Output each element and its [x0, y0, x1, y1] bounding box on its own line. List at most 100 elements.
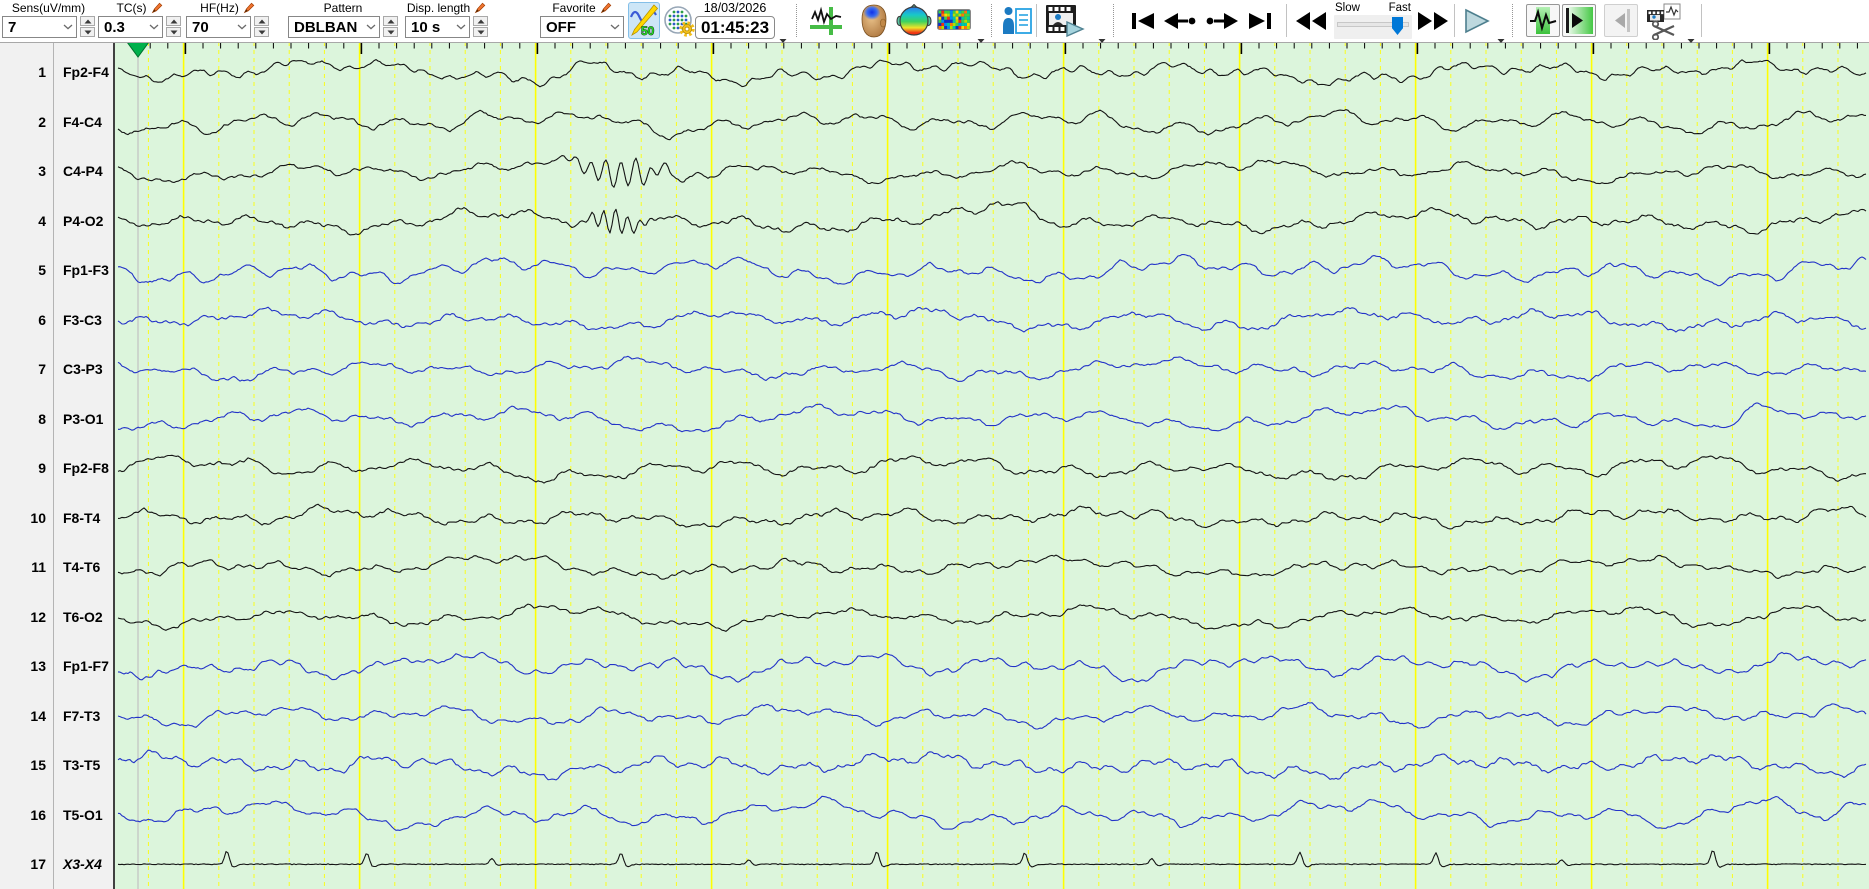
speed-slider-thumb[interactable] — [1392, 17, 1403, 35]
edit-pencil-icon[interactable] — [599, 2, 612, 15]
toolbar-separator — [991, 4, 992, 37]
group-expander-chevron[interactable] — [779, 31, 787, 49]
speed-slider: Slow Fast — [1334, 2, 1412, 39]
spin-down-button[interactable] — [383, 27, 398, 37]
channel-row-F4-C4[interactable]: 2 F4-C4 — [0, 112, 113, 132]
play-mode-button[interactable] — [1562, 4, 1596, 37]
channel-label: P4-O2 — [63, 212, 104, 229]
disp-length-group: Disp. length 10 s — [405, 1, 488, 38]
channel-row-F3-C3[interactable]: 6 F3-C3 — [0, 310, 113, 330]
channel-row-P4-O2[interactable]: 4 P4-O2 — [0, 211, 113, 231]
channel-row-Fp2-F4[interactable]: 1 Fp2-F4 — [0, 62, 113, 82]
step-forward-button[interactable] — [1204, 12, 1240, 33]
eeg-trace-T5-O1 — [117, 795, 1867, 831]
video-icon — [1046, 5, 1085, 38]
hf-label: HF(Hz) — [200, 1, 239, 15]
video-button[interactable] — [1045, 4, 1085, 41]
channel-label: T5-O1 — [63, 806, 103, 823]
spin-down-button[interactable] — [254, 27, 269, 37]
spin-down-button[interactable] — [80, 27, 95, 37]
edit-pencil-icon[interactable] — [473, 2, 486, 15]
step-back-button[interactable] — [1162, 12, 1198, 33]
group-expander-chevron[interactable] — [1687, 31, 1695, 49]
speed-slider-track[interactable] — [1334, 15, 1412, 39]
hf-dropdown[interactable]: 70 — [186, 16, 251, 38]
spin-up-button[interactable] — [383, 16, 398, 26]
channel-label: X3-X4 — [63, 856, 102, 873]
channel-number: 9 — [38, 460, 46, 477]
tc-dropdown[interactable]: 0.3 — [98, 16, 163, 38]
eeg-trace-F3-C3 — [117, 306, 1867, 333]
spin-down-button[interactable] — [166, 27, 181, 37]
spin-up-button[interactable] — [166, 16, 181, 26]
tc-label: TC(s) — [116, 1, 147, 15]
go-to-start-button[interactable] — [1130, 12, 1156, 33]
go-to-start-icon — [1132, 13, 1154, 29]
spin-down-button[interactable] — [473, 27, 488, 37]
trend-overview-button[interactable] — [808, 4, 844, 41]
topography-map-button[interactable] — [896, 3, 932, 41]
favorite-dropdown[interactable]: OFF — [540, 16, 624, 38]
eeg-trace-T4-T6 — [117, 554, 1867, 580]
channel-row-T6-O2[interactable]: 12 T6-O2 — [0, 607, 113, 627]
svg-text:50: 50 — [641, 24, 655, 37]
channel-row-T5-O1[interactable]: 16 T5-O1 — [0, 805, 113, 825]
channel-label: Fp1-F3 — [63, 262, 109, 279]
go-to-end-button[interactable] — [1247, 12, 1273, 33]
channel-row-Fp1-F7[interactable]: 13 Fp1-F7 — [0, 656, 113, 676]
toolbar-separator — [1512, 4, 1513, 37]
group-expander-chevron[interactable] — [1098, 31, 1106, 49]
channel-row-F8-T4[interactable]: 10 F8-T4 — [0, 508, 113, 528]
date-display: 18/03/2026 — [703, 1, 767, 15]
spin-up-button[interactable] — [254, 16, 269, 26]
spin-up-button[interactable] — [473, 16, 488, 26]
channel-label: C4-P4 — [63, 163, 103, 180]
eeg-trace-Fp2-F4 — [117, 59, 1867, 88]
chevron-down-icon — [456, 24, 469, 30]
spin-up-button[interactable] — [80, 16, 95, 26]
channel-row-P3-O1[interactable]: 8 P3-O1 — [0, 409, 113, 429]
group-expander-chevron[interactable] — [977, 31, 985, 49]
video-clip-cut-button[interactable] — [1646, 3, 1684, 43]
channel-row-C3-P3[interactable]: 7 C3-P3 — [0, 359, 113, 379]
disp-length-dropdown[interactable]: 10 s — [405, 16, 470, 38]
pattern-dropdown[interactable]: DBLBAN — [288, 16, 380, 38]
spectrogram-button[interactable] — [937, 9, 971, 33]
edit-pencil-icon[interactable] — [242, 2, 255, 15]
video-clip-cut-icon — [1647, 3, 1681, 41]
channel-row-Fp2-F8[interactable]: 9 Fp2-F8 — [0, 458, 113, 478]
channel-label: T4-T6 — [63, 559, 101, 576]
hf-group: HF(Hz) 70 — [186, 1, 269, 38]
fast-forward-button[interactable] — [1416, 11, 1450, 34]
channel-row-C4-P4[interactable]: 3 C4-P4 — [0, 161, 113, 181]
channel-row-X3-X4[interactable]: 17 X3-X4 — [0, 854, 113, 874]
notch-filter-button[interactable]: 50 — [628, 2, 660, 39]
monitor-mode-button[interactable] — [1526, 4, 1560, 37]
step-forward-icon — [1206, 13, 1238, 29]
edit-pencil-icon[interactable] — [150, 2, 163, 15]
channel-row-Fp1-F3[interactable]: 5 Fp1-F3 — [0, 260, 113, 280]
toolbar-separator — [1036, 4, 1037, 37]
panel-divider — [53, 42, 54, 889]
position-marker-icon[interactable] — [126, 42, 150, 58]
montage-settings-icon — [664, 6, 695, 37]
pattern-spinner — [383, 16, 398, 37]
patient-info-button[interactable] — [1002, 6, 1033, 39]
channel-number: 13 — [30, 658, 46, 675]
previous-page-button[interactable] — [1604, 4, 1638, 37]
channel-label: Fp1-F7 — [63, 658, 109, 675]
channel-row-F7-T3[interactable]: 14 F7-T3 — [0, 706, 113, 726]
play-button[interactable] — [1463, 8, 1491, 37]
montage-settings-button[interactable] — [663, 4, 696, 41]
disp-length-spinner — [473, 16, 488, 37]
group-expander-chevron[interactable] — [1497, 31, 1505, 49]
fast-rewind-button[interactable] — [1294, 11, 1328, 34]
channel-row-T4-T6[interactable]: 11 T4-T6 — [0, 557, 113, 577]
channel-row-T3-T5[interactable]: 15 T3-T5 — [0, 755, 113, 775]
brain-3d-map-icon — [861, 4, 887, 38]
time-display: 01:45:23 — [695, 16, 775, 39]
eeg-trace-C4-P4 — [117, 155, 1867, 188]
brain-3d-map-button[interactable] — [858, 3, 890, 42]
sens-dropdown[interactable]: 7 — [2, 16, 77, 38]
eeg-trace-area[interactable] — [115, 42, 1869, 889]
